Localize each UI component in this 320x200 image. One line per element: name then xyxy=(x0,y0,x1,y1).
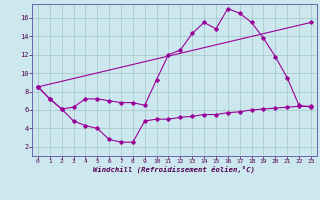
X-axis label: Windchill (Refroidissement éolien,°C): Windchill (Refroidissement éolien,°C) xyxy=(93,166,255,173)
